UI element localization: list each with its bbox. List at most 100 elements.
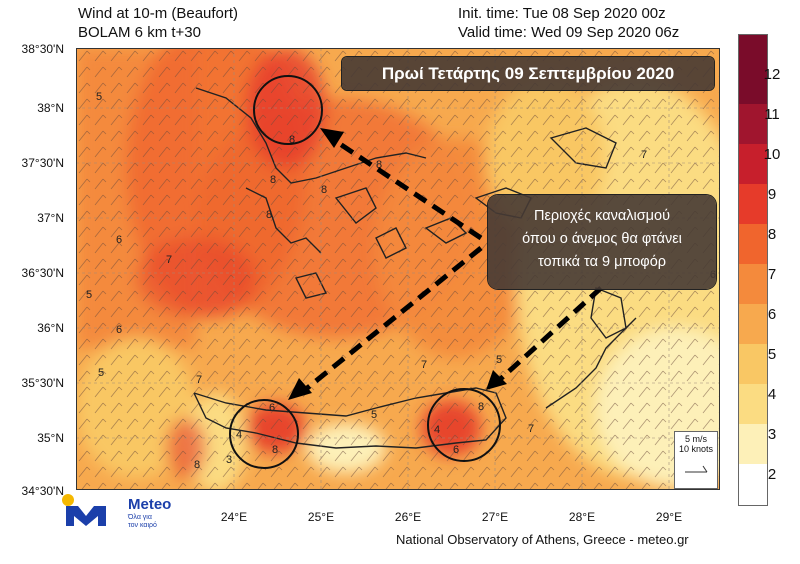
annotation-line-2: όπου ο άνεμος θα φτάνει xyxy=(522,231,682,247)
highlight-circles xyxy=(229,75,501,469)
lat-label: 35°N xyxy=(37,431,64,445)
colorbar-label: 5 xyxy=(767,346,777,363)
field-number: 5 xyxy=(98,367,104,379)
highlight-circle xyxy=(427,388,501,462)
credit-line: National Observatory of Athens, Greece -… xyxy=(396,532,689,547)
colorbar-swatch xyxy=(738,464,768,506)
meteo-logo: Meteo Όλα για τον καιρό xyxy=(62,492,192,532)
lat-label: 35°30'N xyxy=(21,376,64,390)
colorbar xyxy=(738,34,768,506)
field-number: 5 xyxy=(96,91,102,103)
colorbar-label: 10 xyxy=(763,146,781,163)
arrow-head xyxy=(486,370,507,390)
title-line-2: BOLAM 6 km t+30 xyxy=(78,24,201,41)
field-number: 6 xyxy=(116,324,122,336)
lon-label: 29°E xyxy=(655,510,683,524)
highlight-circle xyxy=(253,75,323,145)
colorbar-label: 6 xyxy=(767,306,777,323)
chart-title: Wind at 10-m (Beaufort) BOLAM 6 km t+30 xyxy=(78,4,238,42)
lon-label: 24°E xyxy=(220,510,248,524)
lat-label: 37°30'N xyxy=(21,156,64,170)
colorbar-label: 12 xyxy=(763,66,781,83)
arrow-head xyxy=(320,128,344,148)
lat-label: 36°30'N xyxy=(21,266,64,280)
highlight-circle xyxy=(229,399,299,469)
colorbar-swatch xyxy=(738,184,768,226)
field-number: 7 xyxy=(196,374,202,386)
field-number: 7 xyxy=(166,254,172,266)
lat-label: 38°N xyxy=(37,101,64,115)
colorbar-swatch xyxy=(738,424,768,466)
colorbar-swatch xyxy=(738,104,768,146)
annotation-box: Περιοχές καναλισμού όπου ο άνεμος θα φτά… xyxy=(488,195,716,289)
field-number: 8 xyxy=(272,444,278,456)
map-frame xyxy=(76,48,720,490)
field-number: 8 xyxy=(289,134,295,146)
lat-label: 34°30'N xyxy=(21,484,64,498)
logo-tagline-1: Όλα για xyxy=(128,514,152,521)
colorbar-swatch xyxy=(738,64,768,106)
colorbar-label: 2 xyxy=(767,466,777,483)
lon-label: 25°E xyxy=(307,510,335,524)
lon-label: 26°E xyxy=(394,510,422,524)
arrow-heads xyxy=(288,128,507,400)
field-number: 8 xyxy=(478,401,484,413)
title-line-1: Wind at 10-m (Beaufort) xyxy=(78,5,239,22)
colorbar-swatch xyxy=(738,224,768,266)
arrow-head xyxy=(288,378,312,400)
field-number: 4 xyxy=(434,424,440,436)
wind-scale-legend: 5 m/s 10 knots xyxy=(674,431,718,489)
colorbar-label: 3 xyxy=(767,426,777,443)
field-number: 6 xyxy=(116,234,122,246)
init-time: Init. time: Tue 08 Sep 2020 00z xyxy=(458,5,666,22)
scale-speed: 5 m/s xyxy=(684,434,707,444)
field-number: 8 xyxy=(266,209,272,221)
scale-knots: 10 knots xyxy=(678,444,714,454)
field-number: 4 xyxy=(236,429,242,441)
lon-label: 27°E xyxy=(481,510,509,524)
colorbar-swatch xyxy=(738,344,768,386)
field-number: 5 xyxy=(496,354,502,366)
scale-barb-icon xyxy=(685,465,708,473)
colorbar-swatch xyxy=(738,384,768,426)
field-number: 8 xyxy=(321,184,327,196)
colorbar-swatch xyxy=(738,34,768,66)
pointer-arrow xyxy=(299,246,483,395)
field-number: 8 xyxy=(376,159,382,171)
field-number: 5 xyxy=(86,289,92,301)
field-number: 6 xyxy=(269,402,275,414)
date-banner: Πρωί Τετάρτης 09 Σεπτεμβρίου 2020 xyxy=(342,57,714,90)
field-number: 3 xyxy=(226,454,232,466)
time-info: Init. time: Tue 08 Sep 2020 00z Valid ti… xyxy=(458,4,679,42)
field-number: 7 xyxy=(528,423,534,435)
logo-tagline-2: τον καιρό xyxy=(128,522,157,529)
annotation-line-1: Περιοχές καναλισμού xyxy=(533,208,671,224)
lat-label: 37°N xyxy=(37,211,64,225)
colorbar-label: 7 xyxy=(767,266,777,283)
colorbar-swatch xyxy=(738,264,768,306)
colorbar-swatch xyxy=(738,304,768,346)
colorbar-label: 9 xyxy=(767,186,777,203)
pointer-arrows xyxy=(299,135,603,395)
logo-name: Meteo xyxy=(128,496,172,513)
logo-tagline: Όλα για τον καιρό xyxy=(128,514,157,530)
pointer-arrow xyxy=(329,135,483,241)
field-number: 8 xyxy=(270,174,276,186)
lon-label: 28°E xyxy=(568,510,596,524)
annotation-line-3: τοπικά τα 9 μποφόρ xyxy=(537,254,667,270)
wind-map: 5 5 6 6 7 7 8 8 8 8 8 5 7 5 6 4 3 8 8 8 … xyxy=(76,48,720,490)
colorbar-label: 4 xyxy=(767,386,777,403)
field-number: 7 xyxy=(641,149,647,161)
colorbar-swatch xyxy=(738,144,768,186)
pointer-arrow xyxy=(494,286,603,385)
field-number: 7 xyxy=(421,359,427,371)
lat-label: 36°N xyxy=(37,321,64,335)
meteo-logo-icon xyxy=(62,494,106,526)
field-number: 8 xyxy=(194,459,200,471)
field-number: 6 xyxy=(453,444,459,456)
lat-label: 38°30'N xyxy=(21,42,64,56)
valid-time: Valid time: Wed 09 Sep 2020 06z xyxy=(458,24,680,41)
colorbar-label: 8 xyxy=(767,226,777,243)
field-number: 5 xyxy=(371,409,377,421)
colorbar-label: 11 xyxy=(764,106,780,123)
